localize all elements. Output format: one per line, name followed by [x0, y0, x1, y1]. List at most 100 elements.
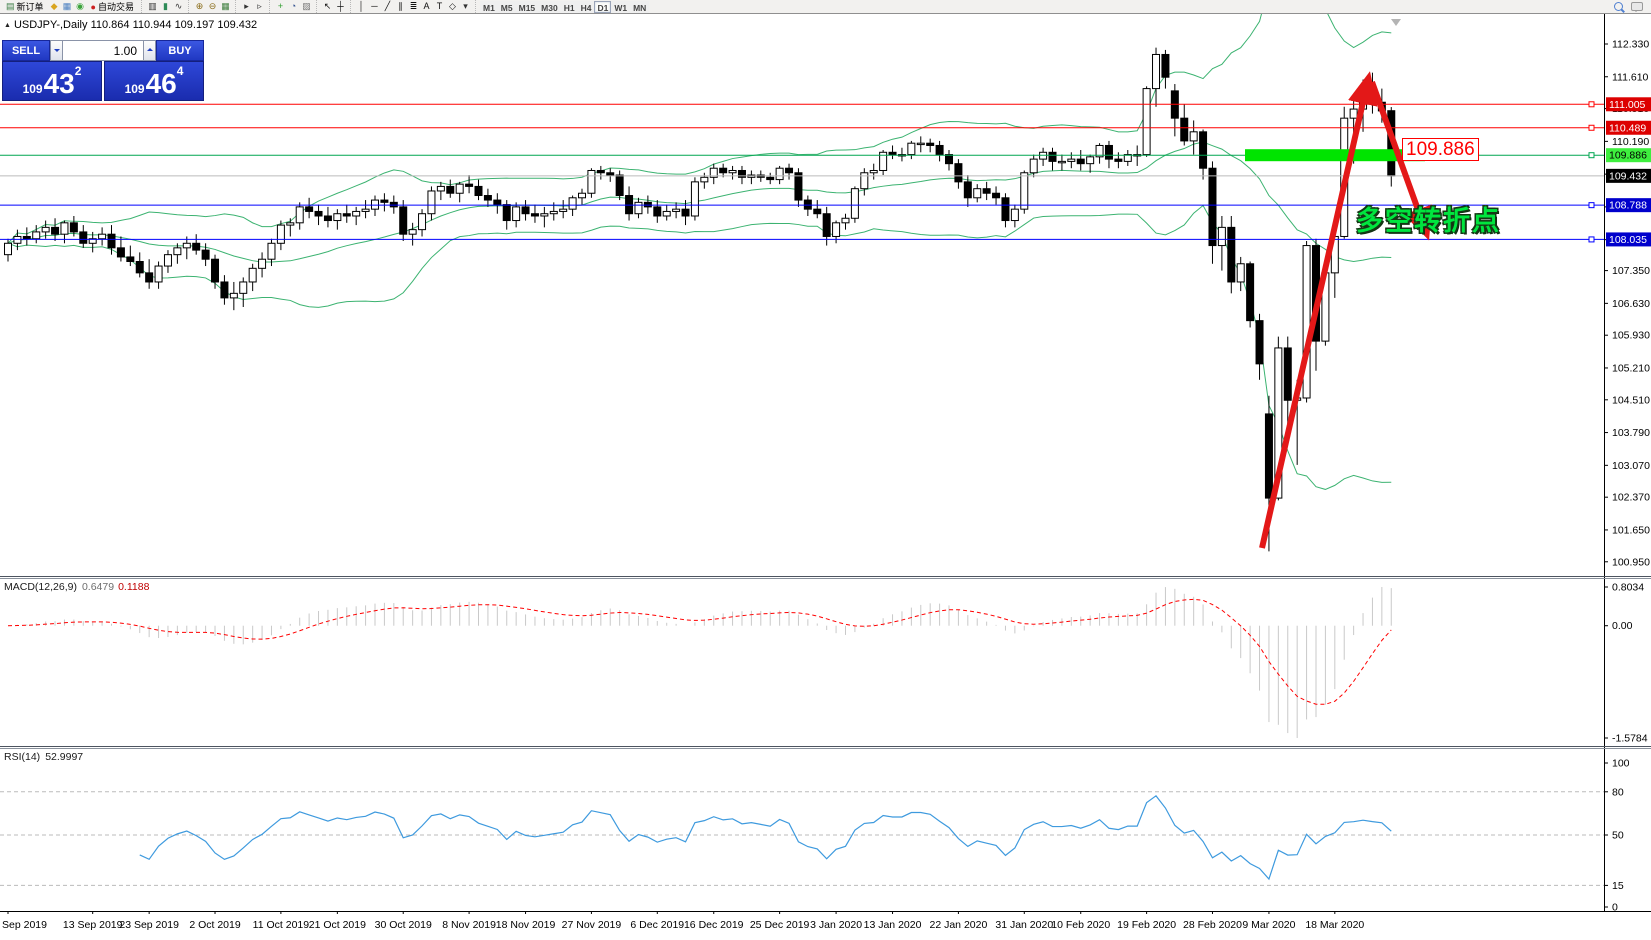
volume-down-icon — [54, 49, 60, 55]
svg-text:28 Feb 2020: 28 Feb 2020 — [1183, 919, 1242, 931]
candlestick-chart-icon[interactable]: ▮ — [163, 1, 168, 11]
rsi-pane — [0, 791, 1604, 886]
buy-price-pips: 46 — [145, 68, 177, 99]
rsi-indicator-label: RSI(14) 52.9997 — [4, 751, 84, 763]
chat-icon[interactable] — [1631, 2, 1643, 12]
svg-text:18 Mar 2020: 18 Mar 2020 — [1305, 919, 1364, 931]
timeframe-h4-button[interactable]: H4 — [577, 0, 595, 13]
sell-price-pips: 43 — [43, 68, 75, 99]
signals-icon[interactable]: ◉ — [76, 1, 84, 11]
auto-scroll-icon[interactable]: ▸ — [244, 1, 249, 11]
new-order-button[interactable]: ▤ 新订单 — [2, 0, 48, 13]
svg-text:103.790: 103.790 — [1612, 427, 1650, 439]
arrows-icon[interactable]: ◇ — [449, 1, 456, 11]
zoom-out-icon[interactable]: ⊖ — [208, 1, 217, 11]
svg-text:104.510: 104.510 — [1612, 394, 1650, 406]
horizontal-line-icon[interactable]: ─ — [371, 1, 378, 11]
chart-shift-marker[interactable] — [1391, 19, 1401, 31]
alerts-icon[interactable]: ◆ — [50, 1, 58, 11]
svg-text:10 Feb 2020: 10 Feb 2020 — [1051, 919, 1110, 931]
timeframe-d1-button[interactable]: D1 — [594, 0, 612, 13]
vertical-line-icon[interactable]: │ — [358, 1, 365, 11]
drawn-objects — [1245, 71, 1432, 549]
buy-button[interactable]: BUY — [156, 40, 204, 61]
timeframe-m1-button[interactable]: M1 — [479, 0, 498, 13]
svg-text:16 Dec 2019: 16 Dec 2019 — [684, 919, 744, 931]
volume-input[interactable] — [63, 40, 143, 61]
timeframe-h1-button[interactable]: H1 — [560, 0, 578, 13]
templates-icon[interactable]: ▨ — [302, 1, 311, 11]
text-icon[interactable]: A — [423, 1, 430, 11]
volume-decrease-button[interactable] — [50, 40, 63, 61]
window-icon: ▲ — [4, 22, 11, 29]
label-icon[interactable]: T — [436, 1, 443, 11]
chart-shift-icon[interactable]: ▹ — [257, 1, 262, 11]
svg-text:108.788: 108.788 — [1609, 200, 1647, 212]
terminal-window-icon[interactable]: ▦ — [62, 1, 72, 11]
trendline-icon[interactable]: ╱ — [384, 1, 391, 11]
autotrading-icon: ● — [90, 1, 96, 12]
tile-windows-icon[interactable]: ▦ — [221, 1, 230, 11]
ohlc-quotes: 110.864 110.944 109.197 109.432 — [90, 19, 258, 31]
fibonacci-icon[interactable]: ≣ — [409, 1, 418, 11]
svg-text:110.489: 110.489 — [1609, 122, 1646, 134]
svg-text:3 Jan 2020: 3 Jan 2020 — [810, 919, 862, 931]
macd-indicator-label: MACD(12,26,9) 0.6479 0.1188 — [4, 581, 150, 593]
buy-price-button[interactable]: 109 46 4 — [104, 61, 204, 101]
svg-text:18 Nov 2019: 18 Nov 2019 — [496, 919, 556, 931]
svg-text:106.630: 106.630 — [1612, 298, 1650, 310]
highlight-bar — [1245, 149, 1425, 162]
candles-layer — [4, 47, 1396, 552]
autotrading-button[interactable]: ● 自动交易 — [87, 0, 138, 13]
new-order-icon: ▤ — [6, 1, 15, 11]
svg-text:30 Oct 2019: 30 Oct 2019 — [375, 919, 432, 931]
buy-price-figure: 109 — [124, 82, 145, 96]
line-chart-icon[interactable]: ∿ — [174, 1, 183, 11]
svg-text:8 Nov 2019: 8 Nov 2019 — [442, 919, 496, 931]
sell-button[interactable]: SELL — [2, 40, 50, 61]
svg-text:111.610: 111.610 — [1612, 71, 1649, 83]
svg-text:109.886: 109.886 — [1609, 150, 1647, 162]
svg-text:102.370: 102.370 — [1612, 492, 1650, 504]
crosshair-icon[interactable]: ┼ — [337, 1, 344, 11]
macd-main-value: 0.6479 — [81, 581, 115, 593]
timeframe-mn-button[interactable]: MN — [630, 0, 650, 13]
svg-text:21 Oct 2019: 21 Oct 2019 — [309, 919, 366, 931]
indicators-icon[interactable]: + — [277, 1, 284, 11]
cursor-icon[interactable]: ↖ — [323, 1, 332, 11]
svg-text:15: 15 — [1612, 880, 1624, 892]
svg-text:50: 50 — [1612, 830, 1624, 842]
sell-price-button[interactable]: 109 43 2 — [2, 61, 102, 101]
timeframe-m30-button[interactable]: M30 — [538, 0, 561, 13]
toolbar: ▤ 新订单 ◆ ▦ ◉ ● 自动交易 ▥ ▮ ∿ ⊕ ⊖ ▦ ▸ ▹ + ◔ ▨ ↖ ┼ │ ─ ╱ ∥ ≣ A T ◇ ▾ M1 M5 M1… — [0, 0, 1651, 14]
timeframe-m5-button[interactable]: M5 — [497, 0, 516, 13]
svg-text:0: 0 — [1612, 902, 1618, 914]
svg-text:27 Nov 2019: 27 Nov 2019 — [562, 919, 622, 931]
svg-text:31 Jan 2020: 31 Jan 2020 — [995, 919, 1053, 931]
svg-text:108.035: 108.035 — [1609, 234, 1647, 246]
search-icon[interactable] — [1614, 2, 1623, 11]
pane-frame — [0, 14, 1651, 912]
volume-increase-button[interactable] — [143, 40, 156, 61]
timeframe-m15-button[interactable]: M15 — [515, 0, 539, 13]
channel-icon[interactable]: ∥ — [398, 1, 403, 11]
svg-text:0.00: 0.00 — [1612, 620, 1633, 632]
dropdown-arrow-icon[interactable]: ▾ — [463, 1, 468, 11]
svg-text:13 Sep 2019: 13 Sep 2019 — [63, 919, 123, 931]
svg-text:101.650: 101.650 — [1612, 524, 1650, 536]
sell-price-point: 2 — [74, 64, 82, 78]
svg-text:109.432: 109.432 — [1609, 170, 1647, 182]
svg-text:0.8034: 0.8034 — [1612, 582, 1644, 594]
zoom-in-icon[interactable]: ⊕ — [195, 1, 204, 11]
macd-signal-value: 0.1188 — [118, 581, 150, 593]
svg-text:107.350: 107.350 — [1612, 265, 1650, 277]
bar-chart-icon[interactable]: ▥ — [148, 1, 157, 11]
periods-icon[interactable]: ◔ — [290, 1, 297, 11]
timeframe-w1-button[interactable]: W1 — [611, 0, 631, 13]
buy-price-point: 4 — [176, 64, 184, 78]
svg-text:9 Mar 2020: 9 Mar 2020 — [1242, 919, 1295, 931]
